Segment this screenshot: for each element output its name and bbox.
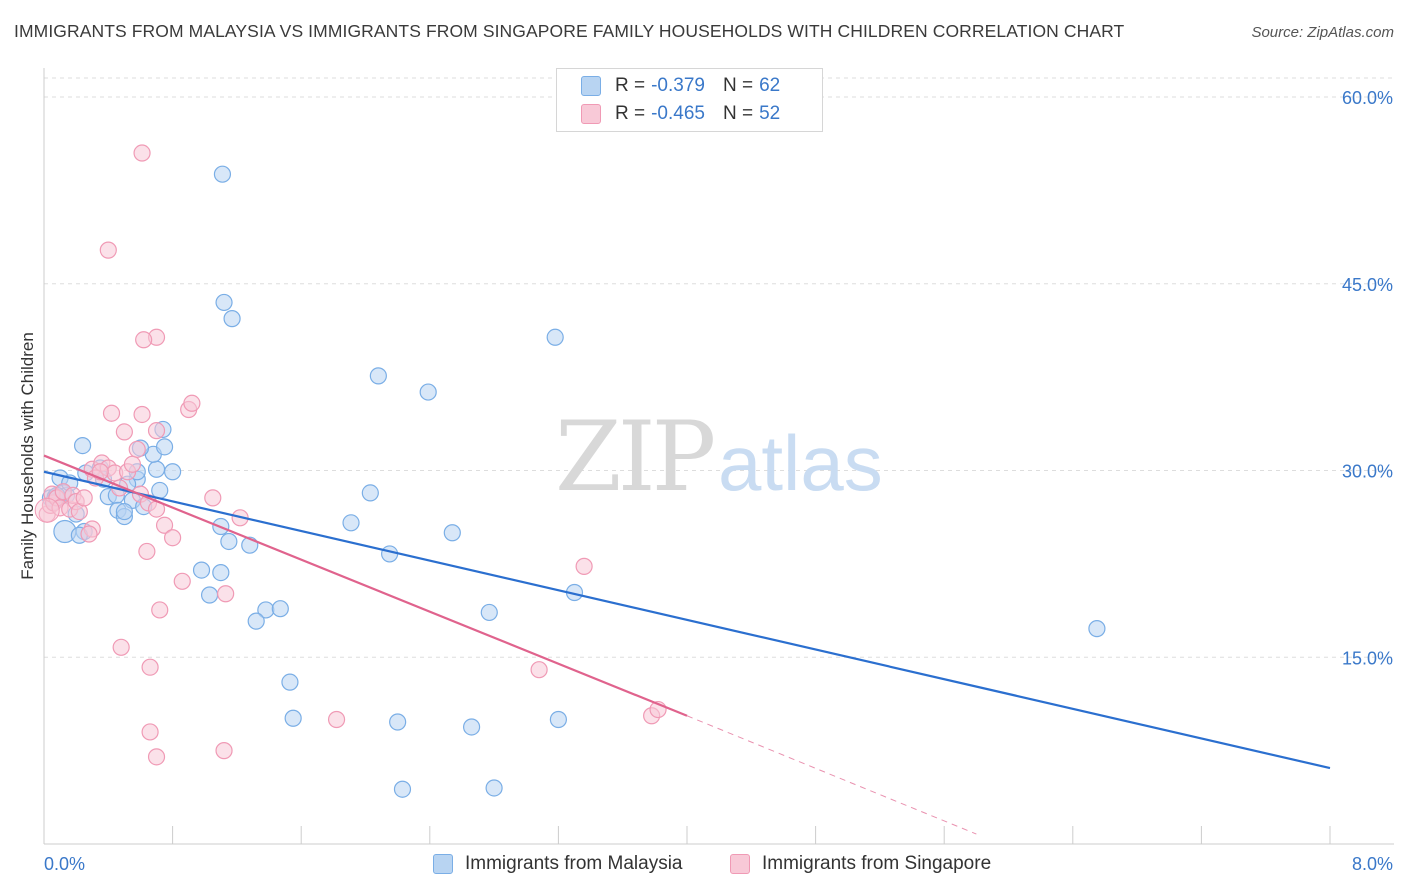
singapore-point bbox=[133, 144, 151, 162]
legend-row-singapore: R = -0.465 N = 52 bbox=[581, 102, 780, 126]
legend-n-value-malaysia: 62 bbox=[759, 75, 781, 96]
singapore-point bbox=[204, 489, 222, 507]
malaysia-point bbox=[549, 710, 568, 729]
malaysia-point bbox=[271, 600, 289, 618]
legend-r-value-malaysia: -0.379 bbox=[651, 75, 705, 96]
legend-swatch-singapore bbox=[581, 104, 601, 124]
malaysia-point bbox=[381, 545, 399, 563]
malaysia-point bbox=[164, 463, 182, 481]
y-tick-label: 60.0% bbox=[1342, 88, 1393, 108]
malaysia-point bbox=[213, 165, 232, 183]
y-tick-label: 30.0% bbox=[1342, 462, 1393, 482]
malaysia-point bbox=[223, 310, 241, 328]
malaysia-point bbox=[369, 367, 387, 385]
malaysia-point bbox=[73, 437, 92, 455]
series-swatch-singapore bbox=[730, 854, 750, 874]
series-legend-singapore: Immigrants from Singapore bbox=[730, 852, 991, 876]
series-swatch-malaysia bbox=[433, 854, 453, 874]
singapore-point bbox=[138, 542, 156, 561]
singapore-point bbox=[173, 572, 191, 590]
malaysia-point bbox=[155, 438, 174, 456]
singapore-point bbox=[123, 455, 142, 473]
singapore-point bbox=[135, 331, 153, 349]
malaysia-point bbox=[443, 524, 461, 542]
legend-r-value-singapore: -0.465 bbox=[651, 103, 705, 124]
malaysia-point bbox=[215, 293, 233, 312]
x-tick-label: 8.0% bbox=[1352, 854, 1393, 874]
singapore-point bbox=[115, 423, 133, 441]
watermark-atlas: atlas bbox=[718, 419, 883, 507]
malaysia-point bbox=[220, 532, 238, 551]
legend-row-malaysia: R = -0.379 N = 62 bbox=[581, 74, 780, 98]
singapore-point bbox=[183, 394, 201, 412]
singapore-point bbox=[133, 405, 151, 424]
singapore-point bbox=[128, 440, 146, 458]
singapore-point bbox=[147, 748, 166, 766]
series-legend-malaysia: Immigrants from Malaysia bbox=[433, 852, 683, 876]
malaysia-point bbox=[361, 484, 379, 502]
singapore-point bbox=[99, 241, 117, 259]
axes bbox=[43, 68, 1394, 845]
malaysia-point bbox=[480, 603, 498, 622]
legend-n-label: N = bbox=[722, 103, 754, 124]
malaysia-point bbox=[284, 709, 302, 727]
chart-title: IMMIGRANTS FROM MALAYSIA VS IMMIGRANTS F… bbox=[14, 21, 1125, 41]
singapore-point bbox=[164, 529, 182, 547]
legend-r-label: R = bbox=[615, 75, 646, 96]
y-tick-label: 15.0% bbox=[1342, 648, 1393, 668]
singapore-point bbox=[215, 742, 233, 760]
singapore-point bbox=[34, 497, 60, 523]
malaysia-point bbox=[546, 328, 564, 346]
malaysia-trend-line bbox=[43, 470, 1331, 770]
trend-lines bbox=[43, 454, 1331, 835]
singapore-point bbox=[102, 404, 121, 422]
malaysia-point bbox=[115, 502, 133, 521]
singapore-point bbox=[141, 658, 159, 676]
correlation-legend: R = -0.379 N = 62 R = -0.465 N = 52 bbox=[556, 68, 823, 132]
malaysia-point bbox=[389, 713, 407, 731]
singapore-trend-line bbox=[43, 454, 688, 717]
watermark-zip: ZIP bbox=[555, 401, 714, 513]
singapore-trend-extension bbox=[686, 715, 977, 835]
malaysia-point bbox=[393, 780, 412, 798]
series-name-singapore: Immigrants from Singapore bbox=[762, 853, 992, 874]
y-tick-label: 45.0% bbox=[1342, 275, 1393, 295]
singapore-point bbox=[112, 638, 130, 656]
legend-n-value-singapore: 52 bbox=[759, 103, 781, 124]
data-points bbox=[34, 144, 1106, 798]
singapore-point bbox=[327, 710, 346, 729]
malaysia-point bbox=[485, 779, 503, 797]
x-tick-label: 0.0% bbox=[44, 854, 85, 874]
series-name-malaysia: Immigrants from Malaysia bbox=[465, 853, 683, 874]
malaysia-point bbox=[200, 586, 219, 604]
singapore-point bbox=[530, 661, 548, 679]
singapore-point bbox=[155, 516, 174, 534]
singapore-point bbox=[147, 422, 166, 440]
singapore-point bbox=[80, 525, 98, 543]
gridlines bbox=[44, 77, 1394, 658]
malaysia-point bbox=[247, 612, 265, 630]
malaysia-point bbox=[212, 563, 230, 582]
singapore-point bbox=[151, 601, 169, 619]
legend-r-label: R = bbox=[615, 103, 646, 124]
tick-labels: 15.0% 30.0% 45.0% 60.0% 0.0% 8.0% bbox=[44, 88, 1393, 874]
malaysia-point bbox=[342, 514, 360, 532]
legend-n-label: N = bbox=[722, 75, 754, 96]
chart-source: Source: ZipAtlas.com bbox=[1251, 24, 1394, 41]
singapore-point bbox=[217, 585, 235, 603]
malaysia-point bbox=[281, 673, 299, 691]
malaysia-point bbox=[1088, 620, 1106, 638]
watermark: ZIP atlas bbox=[555, 401, 883, 513]
malaysia-point bbox=[192, 561, 211, 579]
singapore-point bbox=[75, 489, 93, 507]
malaysia-point bbox=[419, 383, 437, 401]
singapore-point bbox=[575, 557, 593, 575]
malaysia-point bbox=[147, 460, 166, 478]
singapore-point bbox=[141, 723, 159, 741]
malaysia-point bbox=[462, 718, 481, 736]
legend-swatch-malaysia bbox=[581, 76, 601, 96]
